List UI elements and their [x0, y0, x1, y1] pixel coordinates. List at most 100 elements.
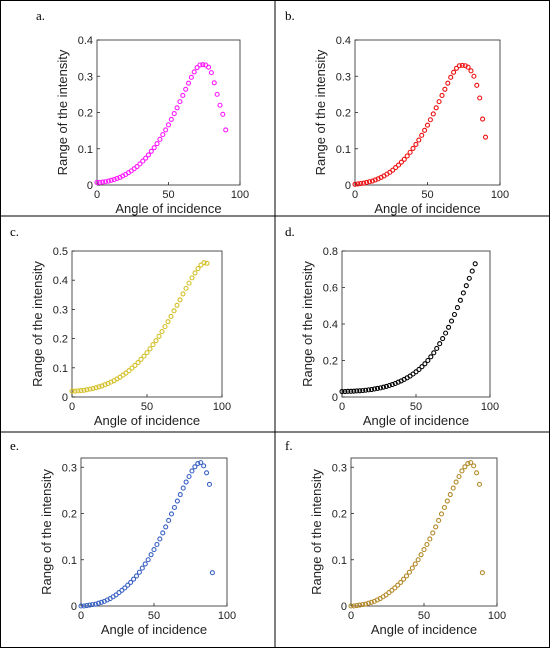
y-tick-label: 0.2 [332, 509, 347, 521]
y-tick-label: 0.3 [336, 71, 351, 83]
y-tick-label: 0 [341, 601, 347, 613]
data-point [142, 561, 148, 567]
data-point [354, 388, 360, 394]
y-tick-label: 0.4 [78, 35, 93, 47]
data-point [369, 178, 375, 184]
data-point [368, 599, 374, 605]
data-point [162, 324, 168, 330]
data-point [392, 585, 398, 591]
data-point [154, 541, 160, 548]
data-point [462, 464, 468, 470]
data-point [419, 132, 425, 138]
data-point [159, 329, 165, 335]
data-point [78, 603, 84, 609]
y-tick-label: 0.2 [323, 356, 338, 368]
data-point [439, 92, 445, 99]
data-point [168, 511, 175, 517]
y-tick-label: 0.2 [336, 108, 351, 120]
panel-f: f. 0 50 100 0 0.1 0.2 0.3 Angle of incidence Ran… [275, 432, 550, 648]
x-tick-label: 100 [231, 189, 249, 201]
data-point [427, 536, 433, 542]
data-point [380, 384, 386, 390]
x-tick-label: 100 [491, 189, 509, 201]
data-point [84, 387, 90, 393]
data-point [386, 382, 392, 389]
plot-area [350, 457, 498, 607]
data-point [476, 481, 483, 487]
data-point [189, 275, 195, 281]
data-point [217, 102, 223, 108]
data-point [185, 80, 192, 86]
data-point [69, 388, 75, 394]
data-point [348, 388, 354, 394]
data-point [348, 603, 354, 609]
x-axis-label: Angle of incidence [101, 622, 207, 637]
data-point [465, 64, 471, 70]
data-point [188, 74, 194, 80]
data-point [450, 485, 456, 491]
y-tick-label: 0.2 [62, 509, 77, 521]
data-point [126, 368, 132, 374]
x-axis-label: Angle of incidence [115, 201, 221, 216]
data-point [413, 369, 419, 375]
plot-area [341, 250, 491, 398]
y-tick-label: 0.4 [336, 35, 351, 47]
data-point [395, 582, 401, 588]
data-point [357, 602, 363, 608]
data-point [372, 386, 378, 392]
panel-label: a. [36, 8, 46, 23]
data-point [401, 576, 407, 582]
data-point [96, 384, 102, 390]
data-point [424, 122, 431, 128]
data-point [206, 481, 213, 487]
panel-label: d. [285, 224, 295, 239]
data-point [447, 491, 453, 498]
x-tick-label: 100 [488, 610, 506, 622]
data-point [446, 324, 452, 330]
data-point [430, 111, 436, 117]
y-tick-label: 0.1 [332, 555, 347, 567]
data-point [444, 498, 450, 504]
data-point [437, 341, 443, 347]
data-point [192, 270, 198, 276]
data-point [407, 149, 413, 155]
x-axis-label: Angle of incidence [374, 201, 480, 216]
data-point [477, 95, 483, 101]
data-point [97, 179, 103, 186]
data-point [448, 318, 455, 324]
y-tick-label: 0.2 [78, 108, 93, 120]
data-point [459, 468, 465, 474]
data-point [111, 177, 117, 183]
data-point [445, 80, 451, 86]
data-point [480, 116, 486, 122]
y-tick-label: 0.3 [332, 462, 347, 474]
y-tick-label: 0 [62, 392, 68, 404]
data-point [72, 388, 78, 394]
y-tick-label: 0.2 [53, 334, 68, 346]
data-point [374, 385, 381, 391]
panel-d: d. 0 50 100 0 0.2 0.4 0.6 0.8 Angle of incidence… [275, 216, 550, 432]
x-tick-label: 50 [421, 189, 433, 201]
data-point [339, 388, 345, 395]
data-point [416, 137, 422, 143]
data-point [468, 68, 474, 74]
y-axis-label: Range of the intensity [55, 49, 70, 175]
data-point [457, 297, 463, 303]
data-point [390, 167, 396, 173]
data-point [128, 579, 134, 585]
data-point [474, 82, 480, 88]
data-point [195, 460, 201, 467]
data-point [98, 599, 104, 605]
data-point [114, 175, 120, 182]
data-point [410, 145, 416, 151]
data-point [419, 364, 425, 370]
y-tick-label: 0 [71, 601, 77, 613]
data-point [144, 350, 150, 356]
data-point [413, 141, 419, 147]
x-tick-label: 50 [148, 610, 160, 622]
data-point [160, 530, 166, 536]
data-point [442, 86, 448, 92]
data-point [377, 385, 384, 391]
data-point [345, 388, 351, 394]
data-point [352, 181, 358, 187]
